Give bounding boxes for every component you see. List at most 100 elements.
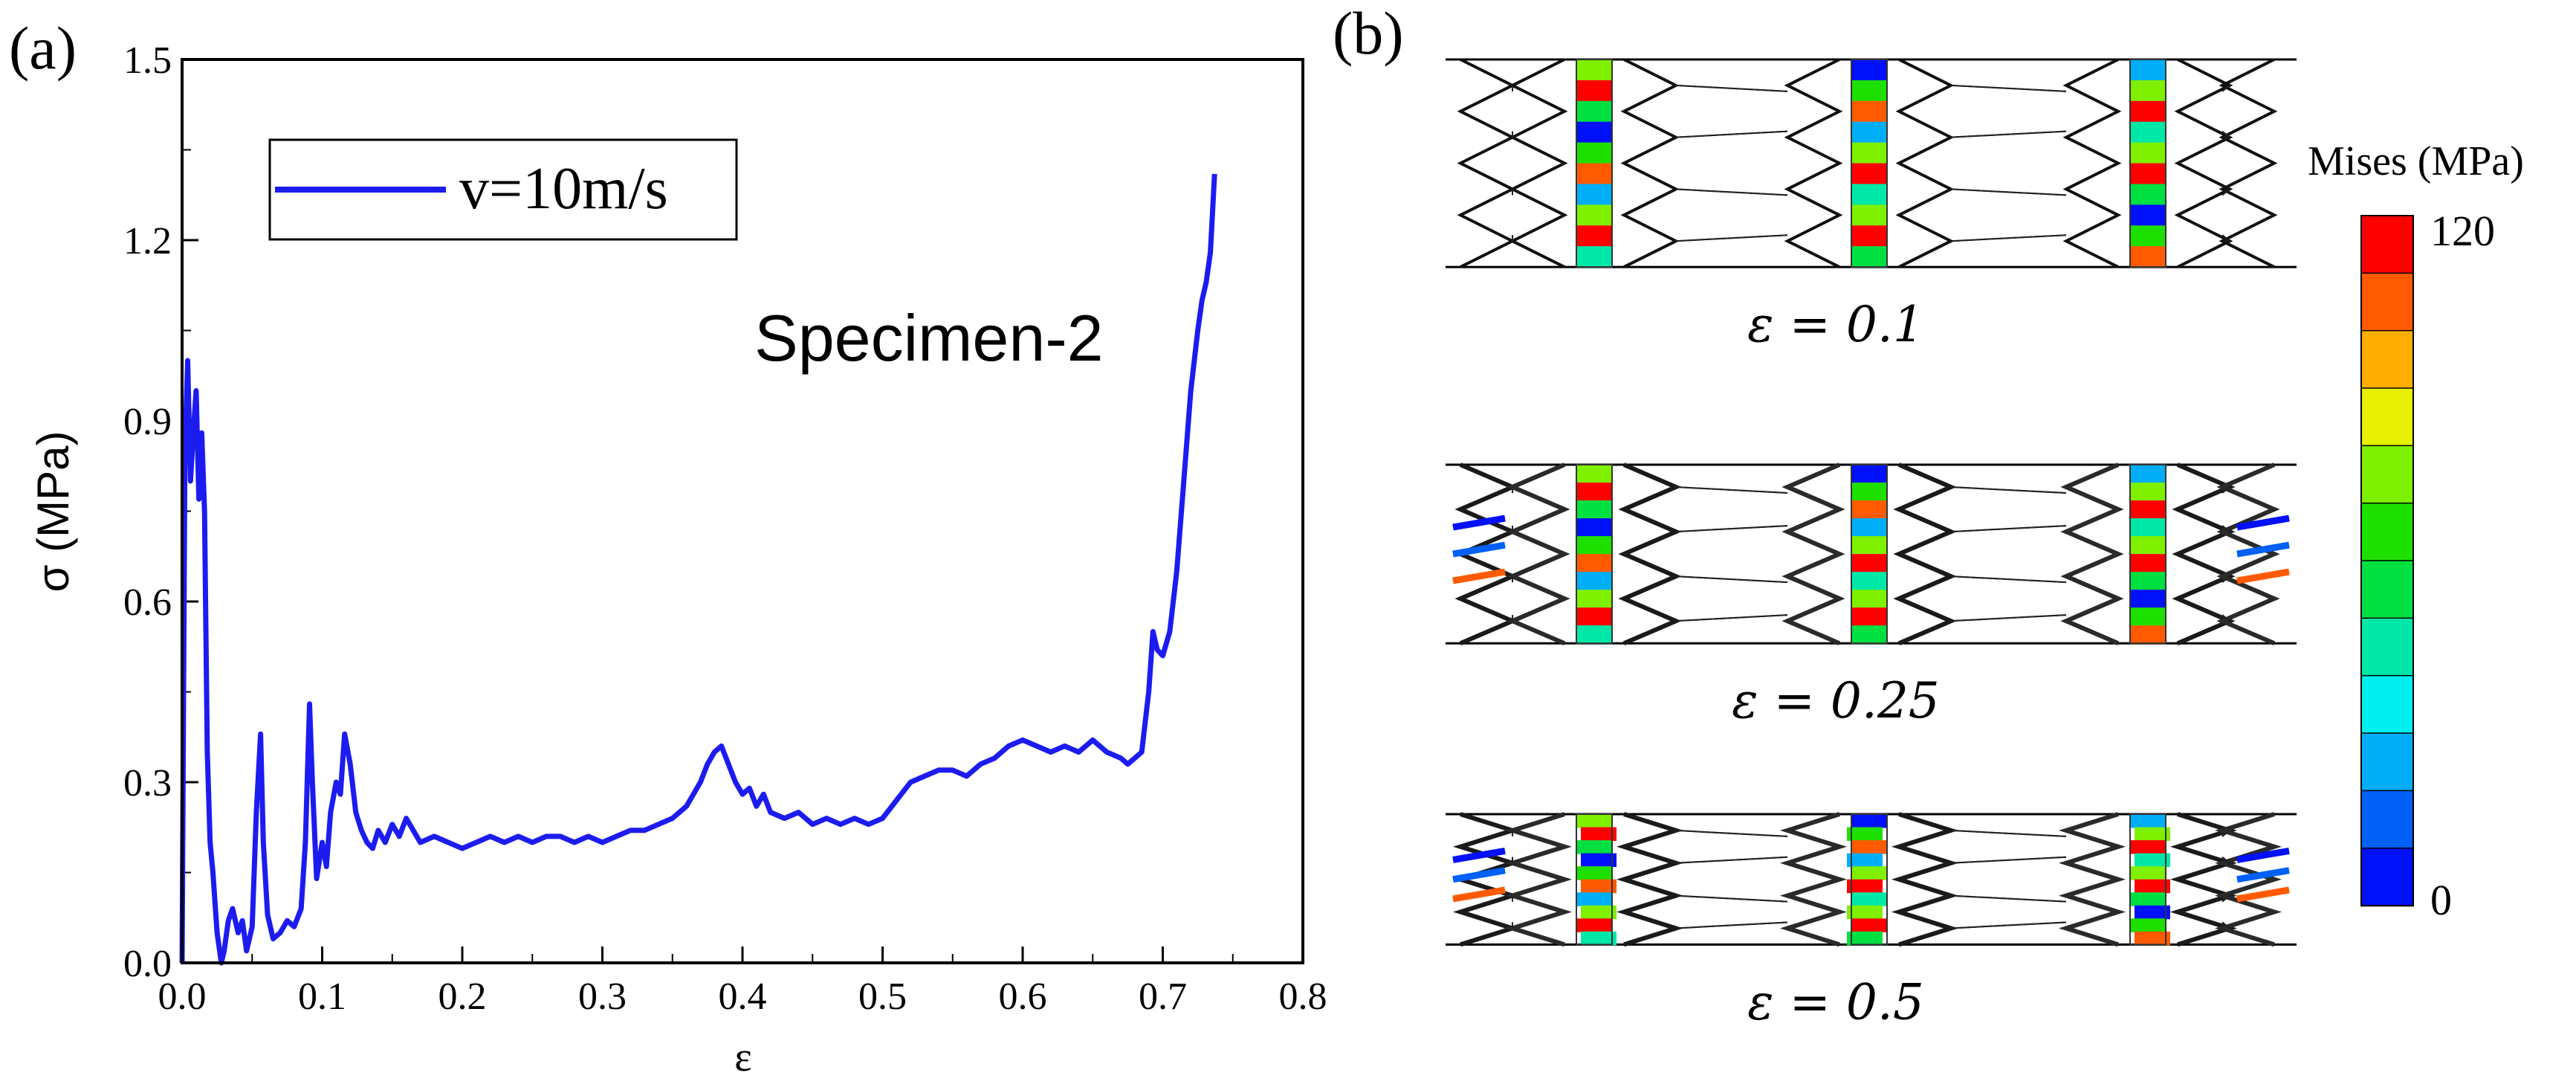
y-tick-label: 1.2 bbox=[123, 220, 172, 262]
column-band bbox=[1851, 80, 1887, 102]
column-band bbox=[1576, 840, 1612, 854]
column-band bbox=[2130, 866, 2166, 880]
panel-a-chart: (a) 0.0 0.1 0.2 0.3 0.4 0.5 0.6 0.7 0.80.00.30.6… bbox=[9, 14, 1327, 1080]
strut-wire bbox=[1951, 487, 2066, 493]
column-band bbox=[1851, 590, 1887, 608]
column-band bbox=[2130, 625, 2166, 644]
column-band bbox=[1576, 590, 1612, 608]
column-band bbox=[1851, 536, 1887, 555]
strut-wire bbox=[1951, 922, 2066, 928]
column-band bbox=[1576, 814, 1612, 828]
column-band bbox=[1851, 607, 1887, 626]
column-band bbox=[2130, 518, 2166, 537]
snapshot: ε = 0.5 bbox=[1446, 814, 2297, 1031]
series-layer bbox=[182, 174, 1214, 963]
colorbar-title: Mises (MPa) bbox=[2308, 138, 2524, 184]
colorbar-segment bbox=[2361, 676, 2413, 734]
zigzag-strut bbox=[1624, 59, 1676, 267]
column-band bbox=[2130, 80, 2166, 102]
column-band bbox=[2130, 500, 2166, 519]
column-band bbox=[1576, 500, 1612, 519]
specimen-annotation: Specimen-2 bbox=[754, 301, 1104, 375]
strut-wire bbox=[1676, 896, 1787, 902]
y-tick-label: 0.0 bbox=[123, 943, 172, 985]
column-band bbox=[2135, 854, 2170, 868]
column-band bbox=[1851, 625, 1887, 644]
x-tick-label: 0.1 bbox=[298, 975, 346, 1018]
zigzag-strut bbox=[1787, 465, 1839, 643]
snapshot: ε = 0.1 bbox=[1446, 59, 2297, 353]
strain-label: ε = 0.1 bbox=[1747, 296, 1924, 353]
column-band bbox=[1576, 536, 1612, 555]
x-tick-label: 0.6 bbox=[999, 975, 1047, 1018]
strain-label: ε = 0.25 bbox=[1732, 672, 1940, 729]
strut-wire bbox=[1951, 896, 2066, 902]
column-band bbox=[2135, 828, 2170, 842]
zigzag-strut bbox=[1787, 59, 1839, 267]
strut-wire bbox=[1676, 615, 1787, 621]
column-band bbox=[1576, 918, 1612, 932]
column-band bbox=[1581, 906, 1617, 920]
column-band bbox=[1581, 880, 1617, 894]
colorbar-segment bbox=[2361, 790, 2413, 848]
column-band bbox=[2130, 164, 2166, 185]
zigzag-strut bbox=[2222, 59, 2274, 267]
zigzag-strut bbox=[1899, 465, 1951, 643]
x-tick-label: 0.3 bbox=[578, 975, 627, 1018]
zigzag-strut bbox=[2178, 814, 2230, 944]
strut-wire bbox=[1951, 615, 2066, 621]
colorbar-segment bbox=[2361, 733, 2413, 791]
column-band bbox=[1851, 572, 1887, 590]
y-tick-label: 1.5 bbox=[123, 39, 172, 82]
column-band bbox=[1576, 204, 1612, 226]
colorbar-segment bbox=[2361, 388, 2413, 446]
column-band bbox=[1847, 932, 1883, 946]
strut-tip bbox=[1453, 545, 1505, 554]
column-band bbox=[1851, 143, 1887, 164]
column-band bbox=[2130, 918, 2166, 932]
strut-wire bbox=[1676, 189, 1787, 195]
column-band bbox=[2135, 880, 2170, 894]
column-band bbox=[1851, 122, 1887, 143]
column-band bbox=[1581, 932, 1617, 946]
column-band bbox=[1851, 101, 1887, 123]
strut-tip bbox=[1453, 871, 1505, 880]
colorbar-segment bbox=[2361, 216, 2413, 274]
zigzag-strut bbox=[1624, 465, 1676, 643]
column-band bbox=[1576, 607, 1612, 626]
zigzag-strut bbox=[2178, 59, 2230, 267]
column-band bbox=[1851, 814, 1887, 828]
strut-wire bbox=[1676, 857, 1787, 863]
column-band bbox=[1576, 892, 1612, 906]
x-tick-label: 0.4 bbox=[719, 975, 767, 1018]
y-tick-label: 0.3 bbox=[123, 762, 172, 804]
colorbar-segment bbox=[2361, 273, 2413, 331]
column-band bbox=[1847, 906, 1883, 920]
column-band bbox=[2130, 840, 2166, 854]
panel-b-label: (b) bbox=[1333, 0, 1404, 67]
snapshot: ε = 0.25 bbox=[1446, 465, 2297, 729]
column-band bbox=[1576, 80, 1612, 102]
strut-wire bbox=[1951, 132, 2066, 138]
strut-wire bbox=[1951, 526, 2066, 532]
zigzag-strut bbox=[1512, 465, 1564, 643]
strut-tip bbox=[2237, 890, 2289, 899]
column-band bbox=[1851, 483, 1887, 501]
strut-wire bbox=[1676, 86, 1787, 91]
strut-wire bbox=[1951, 86, 2066, 91]
column-band bbox=[2130, 225, 2166, 247]
column-band bbox=[1851, 554, 1887, 573]
column-band bbox=[1576, 518, 1612, 537]
column-band bbox=[1851, 840, 1887, 854]
colorbar-max-label: 120 bbox=[2430, 207, 2495, 255]
column-band bbox=[1851, 184, 1887, 205]
column-band bbox=[1576, 572, 1612, 590]
strut-wire bbox=[1951, 189, 2066, 195]
column-band bbox=[2130, 892, 2166, 906]
column-band bbox=[2130, 204, 2166, 226]
column-band bbox=[1851, 204, 1887, 226]
column-band bbox=[2130, 483, 2166, 501]
column-band bbox=[1847, 880, 1883, 894]
column-band bbox=[1851, 465, 1887, 483]
series-line bbox=[182, 174, 1214, 963]
